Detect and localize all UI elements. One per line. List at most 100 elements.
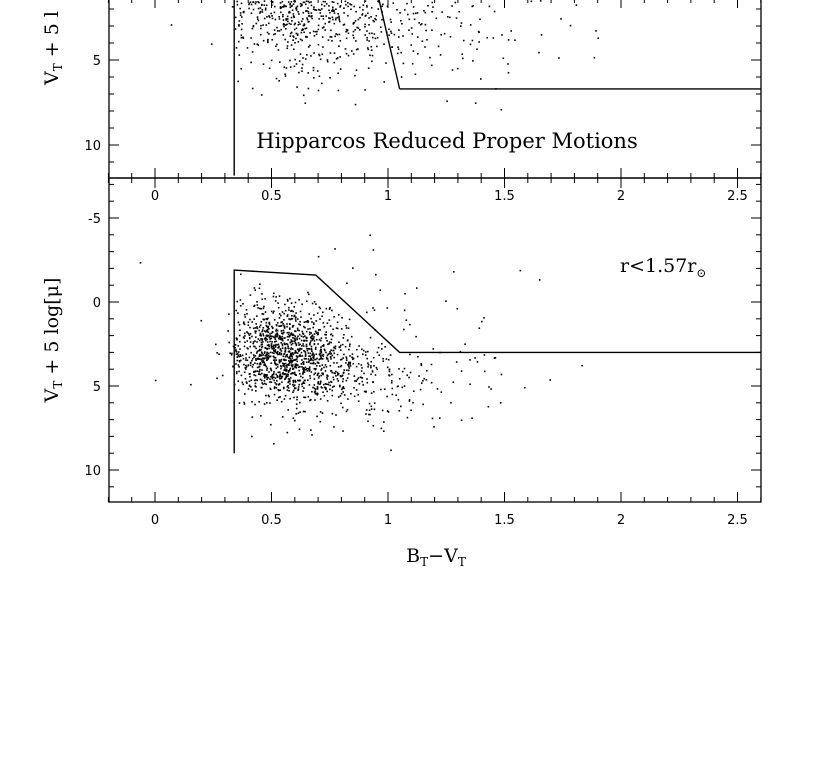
lower-point-1343 <box>452 381 455 383</box>
upper-point-268 <box>336 57 339 59</box>
lower-point-812 <box>260 341 263 344</box>
lower-point-262 <box>289 360 292 362</box>
lower-point-918 <box>289 383 291 385</box>
upper-point-8 <box>248 3 250 6</box>
upper-point-107 <box>319 9 322 11</box>
lower-point-666 <box>279 373 282 375</box>
lower-point-94 <box>320 339 322 342</box>
lower-point-536 <box>306 320 309 322</box>
lower-point-1058 <box>331 309 333 312</box>
lower-y-axis-label: VT + 5 log[μ] <box>41 278 65 404</box>
lower-point-113 <box>267 354 270 357</box>
lower-point-693 <box>304 354 307 356</box>
upper-point-298 <box>353 5 355 8</box>
upper-point-229 <box>307 0 310 3</box>
upper-point-365 <box>373 20 375 23</box>
lower-point-207 <box>308 293 310 296</box>
lower-point-572 <box>261 345 264 348</box>
lower-point-456 <box>237 353 239 355</box>
lower-point-808 <box>268 347 270 350</box>
lower-point-1119 <box>286 431 289 434</box>
lower-point-1417 <box>431 417 434 420</box>
upper-point-191 <box>296 33 299 35</box>
lower-point-1456 <box>329 388 331 391</box>
lower-point-1470 <box>354 380 356 382</box>
upper-point-275 <box>287 20 289 23</box>
lower-point-1373 <box>370 405 373 408</box>
upper-point-520 <box>460 22 463 24</box>
lower-point-604 <box>237 354 240 357</box>
lower-point-53 <box>270 369 273 372</box>
lower-point-306 <box>311 350 313 352</box>
lower-point-837 <box>245 364 247 367</box>
lower-point-707 <box>250 379 253 382</box>
upper-point-256 <box>235 47 238 49</box>
lower-point-297 <box>309 377 312 380</box>
lower-point-1312 <box>361 380 364 383</box>
lower-point-864 <box>278 376 281 378</box>
lower-point-826 <box>284 394 287 397</box>
lower-point-1358 <box>408 400 411 402</box>
upper-point-67 <box>286 18 289 20</box>
lower-point-375 <box>273 310 275 313</box>
upper-point-278 <box>352 23 355 25</box>
lower-point-1204 <box>324 386 326 389</box>
lower-point-1351 <box>254 403 256 406</box>
lower-point-839 <box>316 361 319 363</box>
lower-point-562 <box>261 293 263 295</box>
lower-point-1044 <box>378 354 380 356</box>
upper-point-538 <box>593 56 596 59</box>
lower-point-494 <box>310 371 313 373</box>
lower-point-520 <box>243 337 246 340</box>
upper-point-388 <box>312 69 315 72</box>
upper-point-212 <box>347 14 349 17</box>
lower-point-544 <box>288 331 290 334</box>
upper-point-241 <box>284 24 287 26</box>
lower-point-1154 <box>313 343 316 346</box>
upper-point-235 <box>278 30 281 32</box>
upper-point-58 <box>318 75 321 78</box>
upper-point-36 <box>319 12 322 14</box>
upper-point-9 <box>259 10 262 13</box>
upper-point-463 <box>370 16 372 18</box>
lower-point-495 <box>300 375 302 378</box>
upper-point-196 <box>241 23 243 25</box>
upper-point-583 <box>425 29 427 32</box>
upper-point-373 <box>355 40 357 42</box>
lower-point-926 <box>321 345 324 347</box>
lower-point-1102 <box>337 396 340 398</box>
lower-point-236 <box>258 353 261 356</box>
upper-point-537 <box>469 43 472 46</box>
lower-point-644 <box>280 324 283 327</box>
lower-point-857 <box>347 327 350 329</box>
upper-point-401 <box>401 22 403 25</box>
lower-point-1390 <box>301 359 303 361</box>
upper-point-322 <box>368 17 370 19</box>
lower-point-1298 <box>327 360 330 362</box>
lower-point-949 <box>317 382 319 385</box>
lower-point-3 <box>262 354 265 356</box>
lower-point-606 <box>287 363 290 366</box>
lower-point-762 <box>280 330 283 332</box>
upper-point-201 <box>240 2 243 5</box>
upper-point-316 <box>356 26 358 29</box>
upper-point-124 <box>298 13 300 15</box>
upper-point-356 <box>431 1 434 4</box>
lower-point-1105 <box>353 395 356 398</box>
lower-point-87 <box>290 362 293 364</box>
upper-point-205 <box>295 37 297 40</box>
lower-point-859 <box>311 434 313 436</box>
lower-point-449 <box>281 337 283 340</box>
upper-point-231 <box>328 17 330 19</box>
upper-point-349 <box>272 33 275 36</box>
lower-point-424 <box>279 352 281 354</box>
lower-point-487 <box>274 300 277 302</box>
lower-point-1289 <box>385 358 388 360</box>
lower-point-1229 <box>308 313 310 315</box>
lower-point-1512 <box>380 427 383 430</box>
upper-point-17 <box>250 12 253 14</box>
upper-point-402 <box>357 27 360 29</box>
lower-point-459 <box>248 334 251 336</box>
upper-point-299 <box>293 28 296 31</box>
upper-point-525 <box>424 46 426 48</box>
